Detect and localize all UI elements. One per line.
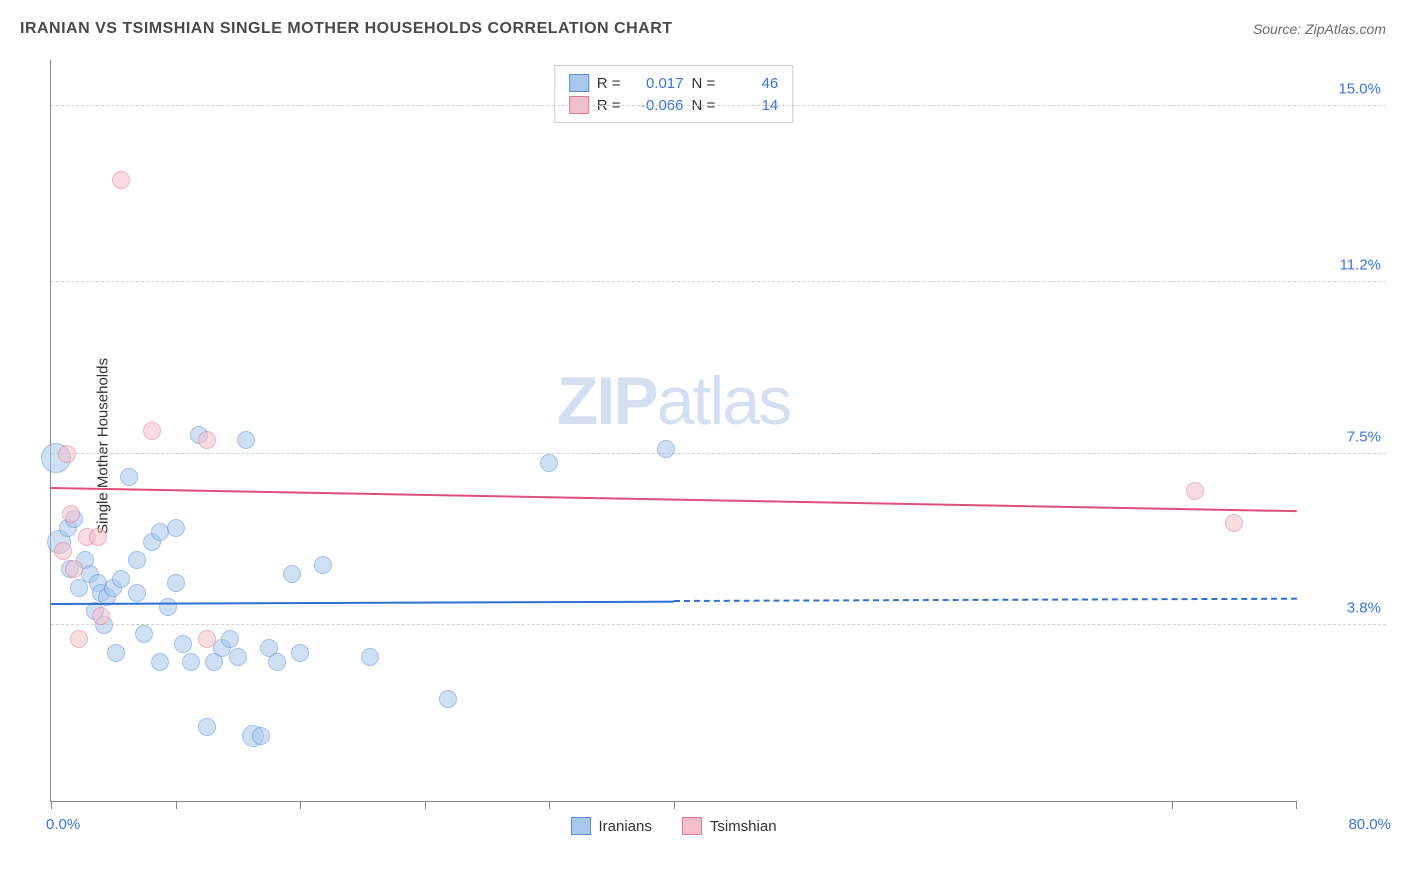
watermark: ZIPatlas (557, 362, 790, 440)
data-point (198, 718, 216, 736)
data-point (657, 440, 675, 458)
data-point (128, 551, 146, 569)
data-point (237, 431, 255, 449)
data-point (167, 574, 185, 592)
data-point (291, 644, 309, 662)
gridline (51, 281, 1386, 282)
x-axis-max-label: 80.0% (1348, 816, 1391, 833)
swatch-iranians (569, 74, 589, 92)
data-point (198, 431, 216, 449)
legend-label-tsimshian: Tsimshian (710, 818, 777, 835)
data-point (143, 422, 161, 440)
data-point (540, 454, 558, 472)
chart-header: IRANIAN VS TSIMSHIAN SINGLE MOTHER HOUSE… (20, 20, 1386, 38)
x-tick (1172, 801, 1173, 809)
data-point (151, 653, 169, 671)
data-point (89, 528, 107, 546)
legend-item-tsimshian: Tsimshian (682, 817, 777, 835)
stats-row-iranians: R = 0.017 N = 46 (569, 72, 779, 94)
data-point (252, 727, 270, 745)
trend-line-dashed (674, 598, 1297, 602)
x-tick (300, 801, 301, 809)
stats-legend: R = 0.017 N = 46 R = -0.066 N = 14 (554, 65, 794, 123)
data-point (314, 556, 332, 574)
gridline (51, 105, 1386, 106)
gridline (51, 624, 1386, 625)
n-label: N = (692, 75, 716, 92)
watermark-bold: ZIP (557, 363, 657, 439)
data-point (361, 648, 379, 666)
n-value-iranians: 46 (723, 75, 778, 92)
data-point (65, 560, 83, 578)
source-attribution: Source: ZipAtlas.com (1253, 21, 1386, 37)
y-tick-label: 15.0% (1301, 81, 1381, 98)
data-point (198, 630, 216, 648)
data-point (159, 598, 177, 616)
data-point (112, 570, 130, 588)
data-point (182, 653, 200, 671)
data-point (283, 565, 301, 583)
data-point (58, 445, 76, 463)
r-label: R = (597, 75, 621, 92)
x-tick (51, 801, 52, 809)
plot-area: ZIPatlas R = 0.017 N = 46 R = -0.066 N =… (50, 60, 1296, 802)
data-point (229, 648, 247, 666)
data-point (120, 468, 138, 486)
legend-swatch-tsimshian (682, 817, 702, 835)
legend-swatch-iranians (570, 817, 590, 835)
trend-line (51, 487, 1297, 512)
chart-container: Single Mother Households ZIPatlas R = 0.… (50, 60, 1386, 832)
data-point (268, 653, 286, 671)
watermark-light: atlas (657, 363, 791, 439)
gridline (51, 453, 1386, 454)
x-tick (176, 801, 177, 809)
chart-title: IRANIAN VS TSIMSHIAN SINGLE MOTHER HOUSE… (20, 20, 673, 38)
y-tick-label: 7.5% (1301, 428, 1381, 445)
data-point (1225, 514, 1243, 532)
data-point (128, 584, 146, 602)
x-tick (674, 801, 675, 809)
data-point (135, 625, 153, 643)
data-point (1186, 482, 1204, 500)
r-value-iranians: 0.017 (629, 75, 684, 92)
data-point (54, 542, 72, 560)
data-point (174, 635, 192, 653)
data-point (221, 630, 239, 648)
trend-line (51, 600, 674, 604)
data-point (107, 644, 125, 662)
data-point (167, 519, 185, 537)
x-tick (425, 801, 426, 809)
data-point (92, 607, 110, 625)
legend-label-iranians: Iranians (598, 818, 651, 835)
x-axis-min-label: 0.0% (46, 816, 80, 833)
x-tick (1296, 801, 1297, 809)
data-point (62, 505, 80, 523)
x-tick (549, 801, 550, 809)
data-point (70, 630, 88, 648)
y-tick-label: 11.2% (1301, 257, 1381, 274)
data-point (439, 690, 457, 708)
data-point (112, 171, 130, 189)
y-tick-label: 3.8% (1301, 600, 1381, 617)
series-legend: Iranians Tsimshian (570, 817, 776, 835)
legend-item-iranians: Iranians (570, 817, 651, 835)
